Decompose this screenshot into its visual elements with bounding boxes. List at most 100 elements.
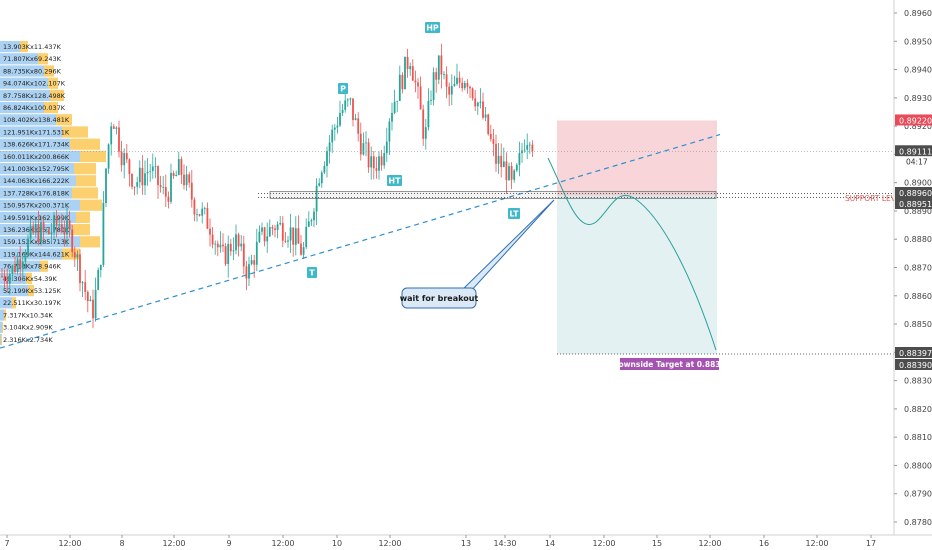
candle-body: [138, 167, 141, 183]
candle-body: [336, 125, 339, 128]
time-axis[interactable]: 7 12:00 8 12:00 9 12:00 10 12:00 13 14:30 14 12:00 1…: [0, 534, 932, 550]
candle-body: [513, 170, 516, 180]
volume-bar-buy: [0, 272, 26, 284]
candle-body: [331, 129, 334, 143]
target-low-tag-bg: [895, 359, 932, 370]
candle-body: [198, 214, 201, 216]
candle-body: [105, 168, 107, 203]
candle-body: [261, 227, 263, 232]
badge-hp-label: HP: [426, 24, 439, 33]
candle-body: [53, 216, 55, 233]
candle-body: [206, 208, 209, 229]
candle-body: [388, 121, 391, 142]
candle-body: [443, 74, 445, 76]
candle-body: [310, 220, 313, 222]
candle-body: [458, 77, 461, 83]
volume-bar-buy: [0, 77, 48, 89]
candle-body: [40, 222, 42, 243]
candle-body: [352, 98, 354, 121]
time-axis-bg: [0, 535, 932, 550]
candle-body: [531, 144, 534, 151]
candle-body: [170, 173, 172, 202]
candle-body: [125, 153, 128, 160]
candle-body: [58, 224, 61, 226]
candle-body: [518, 153, 521, 165]
candle-body: [263, 227, 266, 242]
candle-body: [133, 186, 136, 188]
badge-ht: [387, 175, 402, 186]
time-tick-label: 15: [652, 539, 662, 548]
time-tick-label: 10: [332, 539, 342, 548]
volume-bar-sell: [12, 297, 16, 309]
candle-body: [157, 166, 159, 186]
candle-body: [294, 228, 297, 245]
candle-body: [437, 55, 440, 80]
badge-t: [307, 267, 317, 278]
candle-body: [409, 66, 412, 70]
candle-body: [357, 118, 360, 134]
candle-body: [203, 208, 206, 209]
candle-body: [448, 86, 451, 95]
candle-body: [196, 214, 198, 216]
pattern-badges: HP P HT T LT: [307, 22, 520, 278]
candle-body: [495, 143, 497, 164]
candle-body: [175, 174, 178, 177]
candle-body: [34, 223, 37, 233]
candle-body: [66, 220, 68, 235]
candle-body: [172, 173, 175, 177]
candle-body: [19, 259, 22, 268]
candle-countdown: 04:17: [906, 157, 928, 166]
candle-body: [14, 265, 16, 272]
candle-body: [300, 243, 302, 255]
candle-body: [89, 299, 92, 302]
candle-body: [188, 174, 191, 183]
candle-body: [258, 231, 261, 242]
candle-body: [141, 167, 144, 186]
candle-body: [313, 211, 315, 221]
candle-body: [417, 82, 419, 87]
candle-body: [229, 243, 232, 252]
volume-bar-sell: [44, 102, 58, 114]
volume-bar-buy: [0, 285, 28, 297]
volume-label: 76.713Kx78.946K: [3, 263, 62, 271]
volume-label: 87.758Kx128.498K: [3, 92, 66, 100]
support-low-tag: 0.88951: [899, 200, 932, 209]
candle-body: [222, 244, 224, 247]
candle-body: [276, 224, 279, 230]
candle-body: [333, 127, 336, 130]
time-tick-label: 12:00: [271, 539, 294, 548]
volume-label: 159.152Kx185.713K: [3, 238, 70, 246]
candle-body: [487, 114, 490, 135]
candle-body: [146, 171, 149, 174]
volume-bar-buy: [0, 163, 74, 175]
volume-bar-sell: [38, 53, 48, 65]
candle-body: [97, 269, 100, 290]
candle-body: [432, 72, 435, 101]
candle-body: [414, 80, 417, 83]
callout-pointer: [458, 199, 555, 293]
candle-body: [469, 86, 471, 89]
candle-body: [55, 216, 58, 226]
candle-body: [107, 144, 110, 169]
candle-body: [211, 234, 214, 245]
volume-bar-sell: [1, 333, 2, 345]
candle-body: [185, 174, 188, 186]
projection-path: [547, 157, 717, 351]
candle-body: [515, 164, 518, 171]
volume-label: 13.903Kx11.437K: [3, 43, 62, 51]
candle-body: [453, 84, 456, 87]
volume-bar-sell: [44, 65, 54, 77]
candles: [1, 43, 534, 329]
volume-bar-sell: [62, 126, 88, 138]
candle-body: [29, 226, 32, 239]
candle-body: [271, 227, 274, 229]
last-price-tag: 0.89220: [899, 116, 932, 125]
candle-body: [297, 228, 300, 244]
candle-body: [248, 264, 250, 279]
time-tick-label: 12:00: [592, 539, 615, 548]
